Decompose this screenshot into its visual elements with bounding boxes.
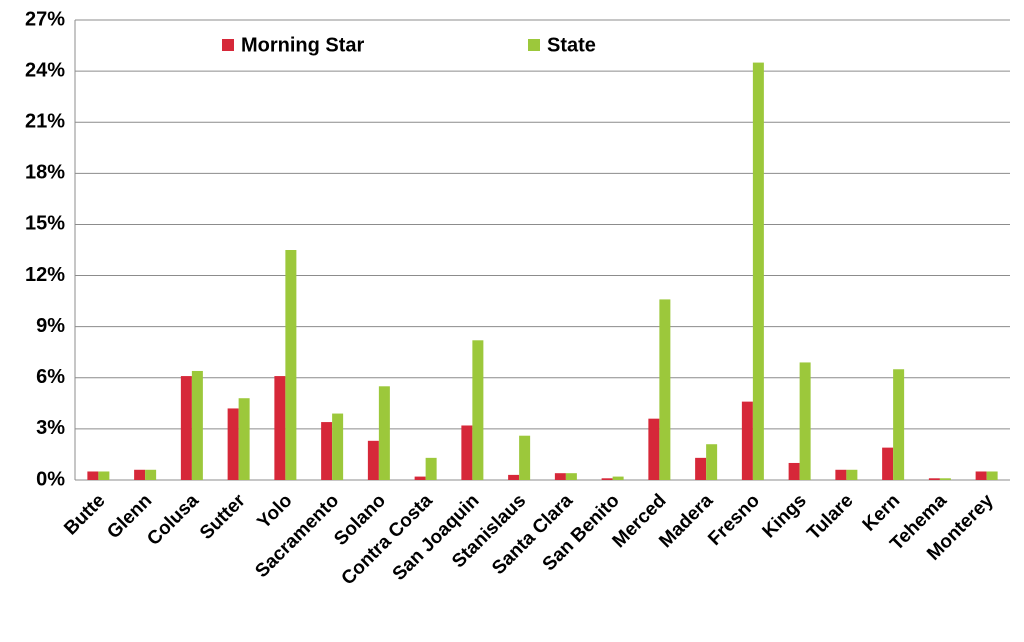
bar — [741, 401, 753, 480]
bar — [508, 474, 520, 480]
y-tick-label: 12% — [25, 264, 65, 286]
y-tick-label: 3% — [36, 417, 65, 439]
legend-label: State — [547, 34, 596, 56]
x-tick-label: Tulare — [803, 490, 857, 544]
bar — [706, 444, 718, 480]
bar — [145, 469, 157, 480]
x-tick-label: Butte — [60, 490, 109, 539]
bar — [227, 408, 239, 480]
bar — [846, 469, 858, 480]
y-tick-label: 27% — [25, 8, 65, 30]
bar — [612, 476, 624, 480]
y-tick-label: 15% — [25, 213, 65, 235]
legend-swatch — [222, 39, 234, 51]
bar — [752, 62, 764, 481]
bar — [882, 447, 894, 480]
bar — [180, 376, 192, 480]
bar — [928, 478, 940, 480]
y-tick-label: 24% — [25, 59, 65, 81]
bar — [939, 478, 951, 480]
y-tick-label: 0% — [36, 468, 65, 490]
bar — [601, 478, 613, 480]
x-tick-label: Sutter — [196, 490, 250, 544]
bar — [472, 340, 484, 480]
bar — [274, 376, 286, 480]
bar — [321, 422, 333, 480]
bar — [893, 369, 905, 480]
bar — [87, 471, 99, 480]
y-tick-label: 18% — [25, 162, 65, 184]
bar — [986, 471, 998, 480]
bar — [799, 362, 811, 480]
bar — [98, 471, 110, 480]
x-tick-label: Kings — [759, 490, 811, 542]
bar — [554, 473, 566, 480]
x-tick-label: Madera — [655, 490, 717, 552]
bar — [332, 413, 344, 480]
y-tick-label: 6% — [36, 366, 65, 388]
bar — [414, 476, 426, 480]
legend-swatch — [528, 39, 540, 51]
bar — [835, 469, 847, 480]
x-tick-label: Colusa — [143, 490, 203, 550]
x-tick-label: Fresno — [704, 490, 764, 550]
y-tick-label: 21% — [25, 111, 65, 133]
bar — [285, 250, 297, 480]
bar — [378, 386, 390, 480]
bar — [648, 418, 660, 480]
bar — [425, 457, 437, 480]
bar — [134, 469, 146, 480]
y-tick-label: 9% — [36, 315, 65, 337]
bar — [191, 370, 203, 480]
bar — [367, 440, 379, 480]
x-tick-label: Yolo — [253, 490, 296, 533]
bar — [519, 435, 531, 480]
legend-label: Morning Star — [241, 34, 365, 56]
bar — [461, 425, 473, 480]
bar — [695, 457, 707, 480]
bar — [565, 473, 577, 480]
bar — [659, 299, 671, 480]
bar — [788, 462, 800, 480]
x-tick-label: Sacramento — [251, 490, 343, 582]
bar — [238, 398, 250, 480]
bar — [975, 471, 987, 480]
